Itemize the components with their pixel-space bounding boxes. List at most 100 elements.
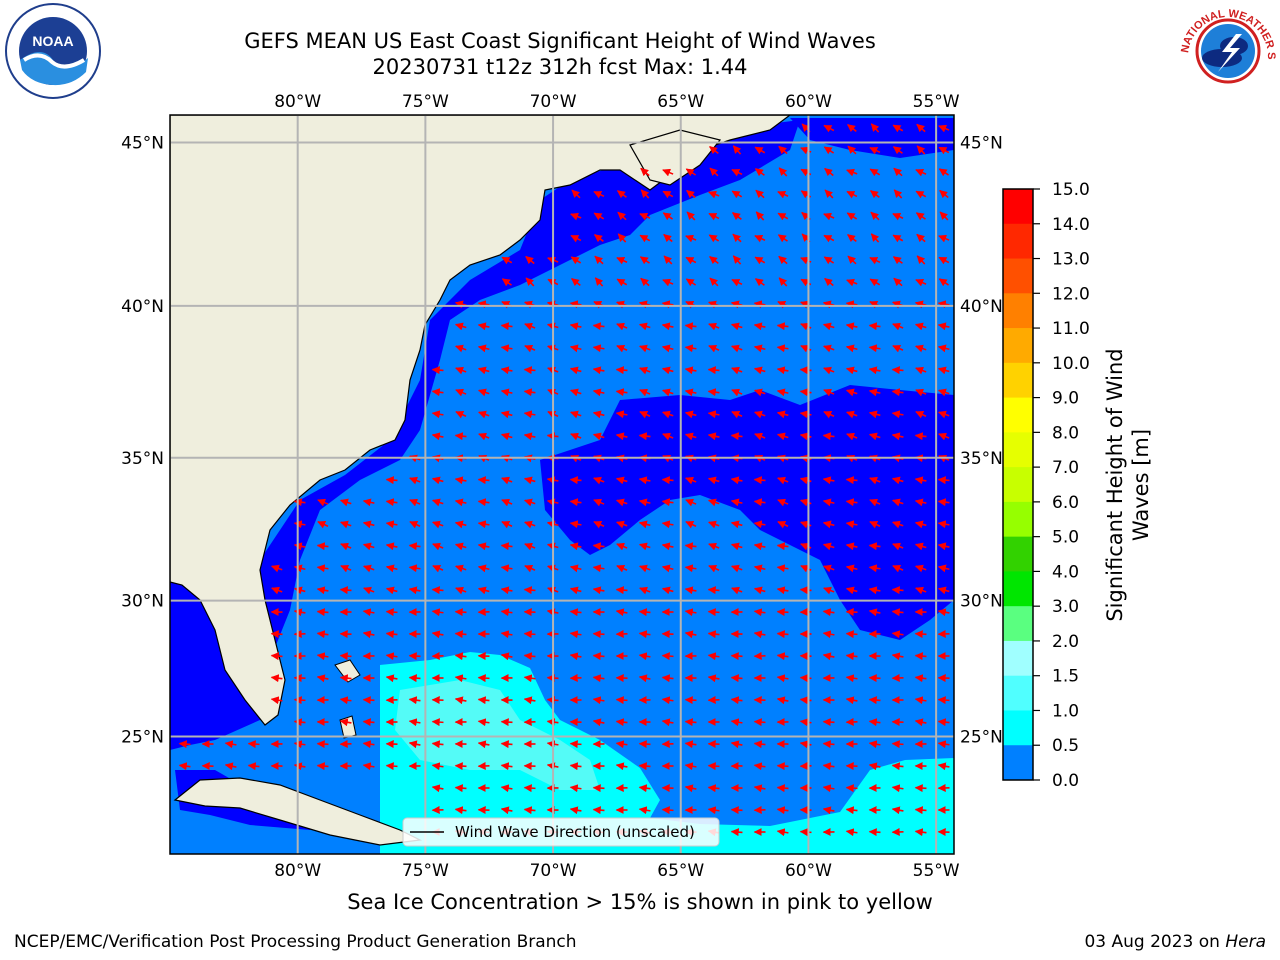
wave-direction-arrow [569,542,582,551]
wave-direction-arrow [684,366,697,375]
wave-direction-arrow [754,235,766,243]
wave-direction-arrow [731,278,743,287]
wave-direction-arrow [776,652,789,661]
colorbar-title: Significant Height of Wind Waves [m] [1103,348,1153,622]
wave-direction-arrow [914,696,927,705]
wave-direction-arrow [799,696,812,705]
wave-direction-arrow [893,167,903,177]
wave-direction-arrow [822,322,835,331]
wave-zone-1-1.5m [380,652,954,854]
wave-direction-arrow [569,498,582,507]
wave-direction-arrow [684,410,697,419]
wave-direction-arrow [915,278,927,287]
wave-direction-arrow [363,586,375,595]
wave-direction-arrow [937,542,950,551]
wave-direction-arrow [454,696,467,705]
wave-direction-arrow [892,213,904,221]
wave-direction-arrow [640,277,650,287]
wave-direction-arrow [638,432,651,441]
wave-direction-arrow [824,167,834,177]
wave-direction-arrow [617,211,627,221]
wave-direction-arrow [799,740,812,749]
lat-tick-right: 45°N [960,133,1003,153]
wave-direction-arrow [570,256,582,265]
wave-direction-arrow [776,366,789,375]
lon-tick-top: 60°W [785,92,832,112]
wave-direction-arrow [663,233,673,243]
wave-direction-arrow [638,806,651,815]
wave-direction-arrow [592,784,605,793]
wave-direction-arrow [454,674,467,683]
wave-direction-arrow [869,146,881,155]
wave-direction-arrow [730,432,743,441]
wave-direction-arrow [639,366,651,375]
wave-direction-arrow [915,190,927,199]
wave-direction-arrow [500,388,513,397]
wave-direction-arrow [707,652,720,661]
wave-direction-arrow [755,189,765,199]
wave-direction-arrow [776,696,789,705]
wave-direction-arrow [754,278,765,287]
wave-direction-arrow [615,740,628,749]
wave-direction-arrow [845,586,858,595]
wave-direction-arrow [891,784,904,793]
wave-direction-arrow [869,498,881,507]
wave-direction-arrow [686,189,696,199]
wave-direction-arrow [454,784,467,793]
wave-direction-arrow [684,740,697,749]
wave-direction-arrow [247,762,260,771]
lat-tick-left: 30°N [121,592,164,612]
colorbar-tick-label: 6.0 [1052,493,1079,513]
wave-direction-arrow [685,168,697,177]
colorbar-band [1003,467,1033,503]
wave-direction-arrow [776,344,789,353]
wave-direction-arrow [891,432,904,441]
wave-direction-arrow [569,520,582,529]
wave-direction-arrow [845,784,858,793]
wave-direction-arrow [639,586,651,595]
wave-direction-arrow [892,344,904,353]
wave-direction-arrow [914,718,927,727]
wave-direction-arrow [432,564,444,573]
colorbar-tick-label: 4.0 [1052,562,1079,582]
wave-direction-arrow [340,542,352,551]
wave-direction-arrow [477,740,490,749]
wave-direction-arrow [615,366,628,375]
wave-direction-arrow [708,542,720,551]
wave-direction-arrow [891,608,904,617]
colorbar-tick-label: 2.0 [1052,632,1079,652]
footer-date: 03 Aug 2023 on Hera [1084,932,1266,952]
wave-direction-arrow [730,498,743,507]
wave-direction-arrow [892,520,904,529]
wave-direction-arrow [270,674,283,683]
wave-direction-arrow [339,652,352,661]
wave-direction-arrow [915,212,926,221]
wave-direction-arrow [592,718,605,727]
wave-direction-arrow [915,586,927,595]
wave-direction-arrow [569,740,582,749]
wave-direction-arrow [316,608,329,617]
wave-direction-arrow [707,586,720,595]
wave-direction-arrow [845,542,858,551]
wave-direction-arrow [822,806,835,815]
wave-direction-arrow [639,212,651,221]
wave-direction-arrow [385,476,398,485]
wave-direction-arrow [868,344,881,353]
wave-direction-arrow [592,366,605,375]
wave-direction-arrow [523,586,536,595]
wave-direction-arrow [477,564,490,573]
wave-direction-arrow [868,740,881,749]
colorbar-band [1003,501,1033,538]
wave-direction-arrow [569,586,582,595]
wave-direction-arrow [845,366,858,375]
wave-direction-arrow [868,718,881,727]
wave-direction-arrow [408,740,421,749]
colorbar-tick-label: 10.0 [1052,354,1090,374]
wave-direction-arrow [362,630,375,639]
colorbar-tick-label: 0.0 [1052,771,1079,791]
wave-direction-arrow [569,652,582,661]
wave-direction-arrow [822,498,835,507]
wave-direction-arrow [477,696,490,705]
wave-direction-arrow [868,322,881,331]
wave-direction-arrow [937,498,950,507]
